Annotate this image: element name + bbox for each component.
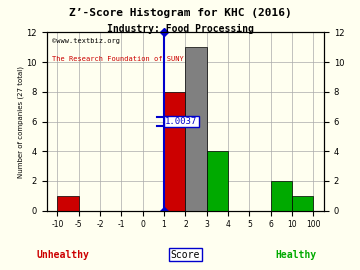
Bar [185,47,207,211]
Text: The Research Foundation of SUNY: The Research Foundation of SUNY [52,56,184,62]
Bar [58,196,79,211]
Bar [271,181,292,211]
Text: 1.0037: 1.0037 [165,117,198,126]
Text: Healthy: Healthy [276,250,317,260]
Bar [164,92,185,211]
Text: ©www.textbiz.org: ©www.textbiz.org [52,38,120,44]
Text: Unhealthy: Unhealthy [37,250,90,260]
Text: Z’-Score Histogram for KHC (2016): Z’-Score Histogram for KHC (2016) [69,8,291,18]
Text: Score: Score [171,250,200,260]
Text: Industry: Food Processing: Industry: Food Processing [107,24,253,34]
Bar [207,151,228,211]
Y-axis label: Number of companies (27 total): Number of companies (27 total) [17,66,24,177]
Bar [292,196,313,211]
